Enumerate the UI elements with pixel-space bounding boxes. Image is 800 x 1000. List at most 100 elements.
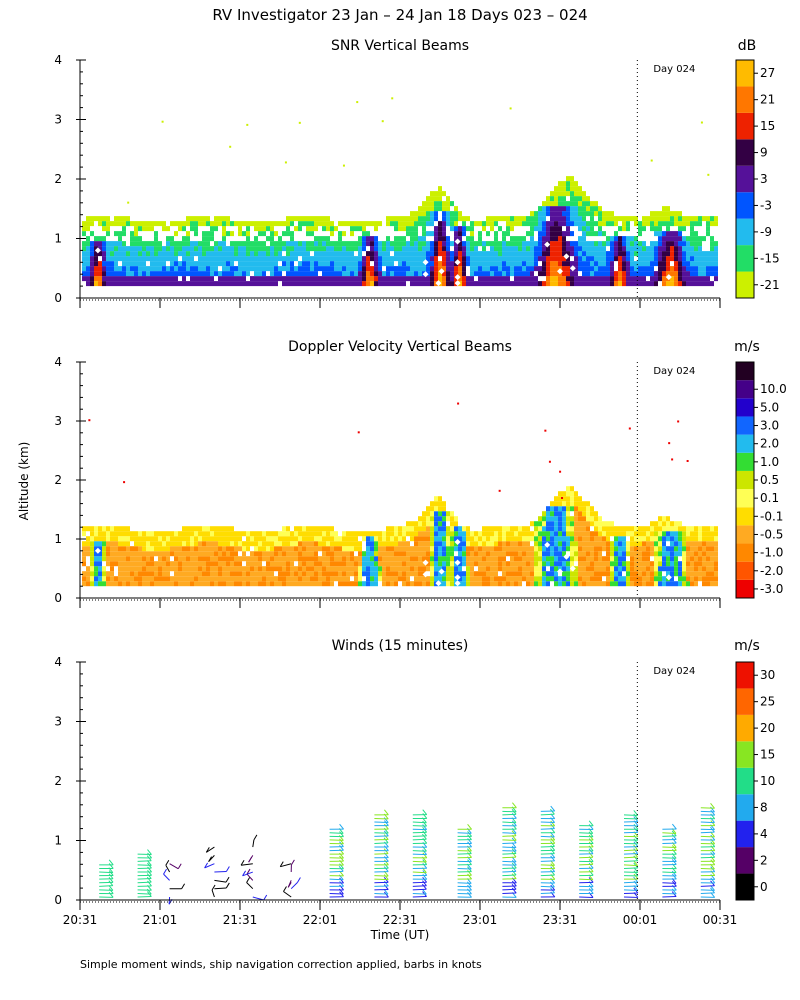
snr-cell — [378, 271, 382, 277]
doppler-cell — [162, 551, 166, 557]
doppler-cell — [566, 566, 570, 572]
snr-cell — [662, 261, 666, 267]
doppler-cell — [514, 541, 518, 547]
snr-cell — [422, 236, 426, 242]
doppler-cell — [302, 541, 306, 547]
snr-cell — [274, 276, 278, 282]
doppler-cell — [482, 571, 486, 577]
snr-cell — [86, 271, 90, 277]
snr-cell — [306, 246, 310, 252]
doppler-cell — [374, 536, 378, 542]
doppler-cell — [230, 571, 234, 577]
doppler-cell — [658, 576, 662, 582]
doppler-cell — [502, 536, 506, 542]
snr-cell — [666, 281, 670, 287]
doppler-cell — [294, 581, 298, 587]
snr-cell — [162, 281, 166, 287]
snr-cell — [586, 246, 590, 252]
doppler-cell — [502, 561, 506, 567]
doppler-cell — [574, 526, 578, 532]
doppler-cell — [694, 581, 698, 587]
snr-cell — [550, 236, 554, 242]
snr-cell — [358, 261, 362, 267]
wind-barb-flag — [225, 882, 230, 889]
snr-cell — [178, 281, 182, 287]
snr-cell — [286, 246, 290, 252]
wind-barb — [540, 813, 555, 816]
snr-cell — [466, 246, 470, 252]
snr-cell — [346, 256, 350, 262]
wind-barb — [540, 853, 555, 855]
snr-cell — [470, 256, 474, 262]
snr-cell — [102, 256, 106, 262]
doppler-cell — [326, 571, 330, 577]
doppler-cell — [586, 551, 590, 557]
doppler-cell — [278, 531, 282, 537]
doppler-cell — [510, 581, 514, 587]
doppler-cell — [546, 581, 550, 587]
snr-cell — [134, 281, 138, 287]
doppler-cell — [370, 581, 374, 587]
snr-cell — [546, 271, 550, 277]
snr-cell — [494, 281, 498, 287]
doppler-cell — [278, 536, 282, 542]
snr-cell — [150, 271, 154, 277]
snr-cell — [142, 261, 146, 267]
doppler-cell — [234, 566, 238, 572]
doppler-cell — [154, 576, 158, 582]
doppler-cell — [566, 541, 570, 547]
doppler-cell — [434, 516, 438, 522]
doppler-cell — [470, 551, 474, 557]
doppler-cell — [122, 546, 126, 552]
doppler-cell — [634, 551, 638, 557]
doppler-cell — [466, 581, 470, 587]
doppler-cell — [694, 576, 698, 582]
wind-barb-flag — [588, 838, 594, 844]
doppler-cell — [434, 536, 438, 542]
doppler-cell — [430, 511, 434, 517]
snr-cell — [106, 276, 110, 282]
doppler-cell — [226, 581, 230, 587]
snr-cell — [146, 281, 150, 287]
doppler-cell — [258, 546, 262, 552]
snr-cell — [550, 221, 554, 227]
snr-cell — [434, 211, 438, 217]
snr-cell — [278, 256, 282, 262]
doppler-cell — [454, 526, 458, 532]
doppler-cell — [646, 546, 650, 552]
doppler-cell — [650, 521, 654, 527]
snr-colorbar-label: 15 — [760, 119, 775, 133]
doppler-cell — [418, 541, 422, 547]
snr-cell — [450, 251, 454, 257]
snr-cell — [530, 241, 534, 247]
snr-cell — [82, 231, 86, 237]
wind-barb-flag — [422, 820, 428, 827]
doppler-cell — [626, 561, 630, 567]
snr-cell — [602, 261, 606, 267]
snr-cell — [118, 221, 122, 227]
doppler-cell — [594, 561, 598, 567]
snr-y-tick-label: 4 — [54, 53, 62, 67]
doppler-cell — [378, 551, 382, 557]
doppler-cell — [446, 561, 450, 567]
snr-cell — [438, 261, 442, 267]
doppler-cell — [682, 581, 686, 587]
snr-cell — [302, 281, 306, 287]
snr-cell — [210, 256, 214, 262]
doppler-cell — [202, 576, 206, 582]
doppler-cell — [474, 531, 478, 537]
doppler-cell — [594, 521, 598, 527]
snr-cell — [158, 256, 162, 262]
doppler-cell — [458, 536, 462, 542]
snr-cell — [318, 276, 322, 282]
snr-cell — [110, 256, 114, 262]
snr-cell — [410, 231, 414, 237]
snr-cell — [442, 281, 446, 287]
doppler-marker — [422, 559, 429, 566]
snr-cell — [442, 211, 446, 217]
doppler-cell — [118, 536, 122, 542]
doppler-cell — [406, 581, 410, 587]
snr-cell — [438, 226, 442, 232]
snr-cell — [294, 241, 298, 247]
doppler-cell — [434, 526, 438, 532]
